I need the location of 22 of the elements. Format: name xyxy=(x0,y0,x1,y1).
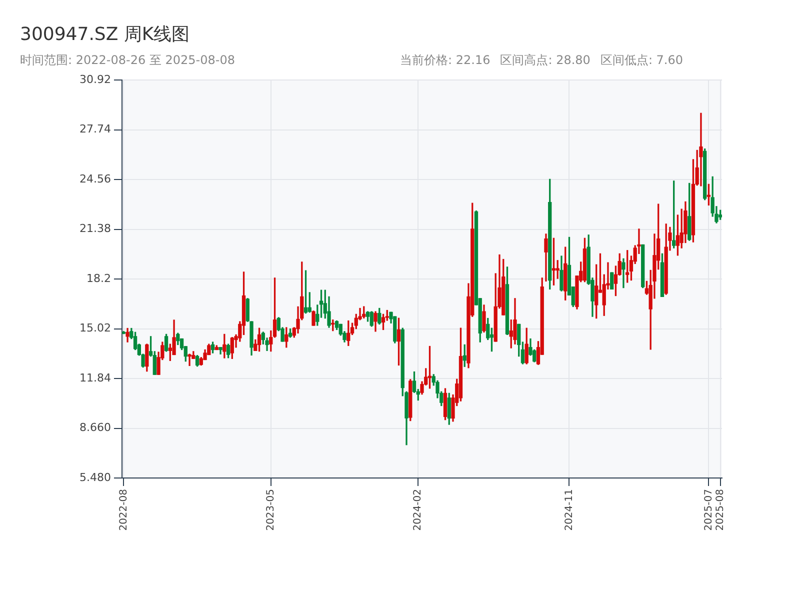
chart-title: 300947.SZ 周K线图 xyxy=(20,23,190,46)
candlestick xyxy=(188,354,192,366)
y-tick-label: 27.74 xyxy=(80,122,111,136)
y-tick-label: 24.56 xyxy=(80,172,111,186)
x-tick-label: 2024-02 xyxy=(412,489,424,531)
y-tick-label: 21.38 xyxy=(80,222,111,236)
candlestick xyxy=(699,112,703,186)
y-tick-label: 30.92 xyxy=(80,72,111,86)
x-tick-label: 2022-08 xyxy=(118,489,130,531)
y-tick-label: 5.480 xyxy=(80,470,111,484)
y-tick-label: 15.02 xyxy=(80,322,111,335)
text: 当前价格: 22.16 xyxy=(400,52,490,69)
text: 区间低点: 7.60 xyxy=(600,52,684,69)
x-tick-label: 2025-07 xyxy=(703,489,714,531)
text: 区间高点: 28.80 xyxy=(500,52,590,69)
y-tick-label: 11.84 xyxy=(80,371,111,384)
x-tick-label: 2024-11 xyxy=(564,489,575,531)
y-tick-label: 18.2 xyxy=(86,272,111,285)
x-tick-label: 2025-08 xyxy=(714,489,726,531)
x-tick-label: 2023-05 xyxy=(265,489,276,531)
y-tick-label: 8.660 xyxy=(80,421,111,434)
chart-subtitle: 时间范围: 2022-08-26 至 2025-08-08 xyxy=(20,52,235,69)
